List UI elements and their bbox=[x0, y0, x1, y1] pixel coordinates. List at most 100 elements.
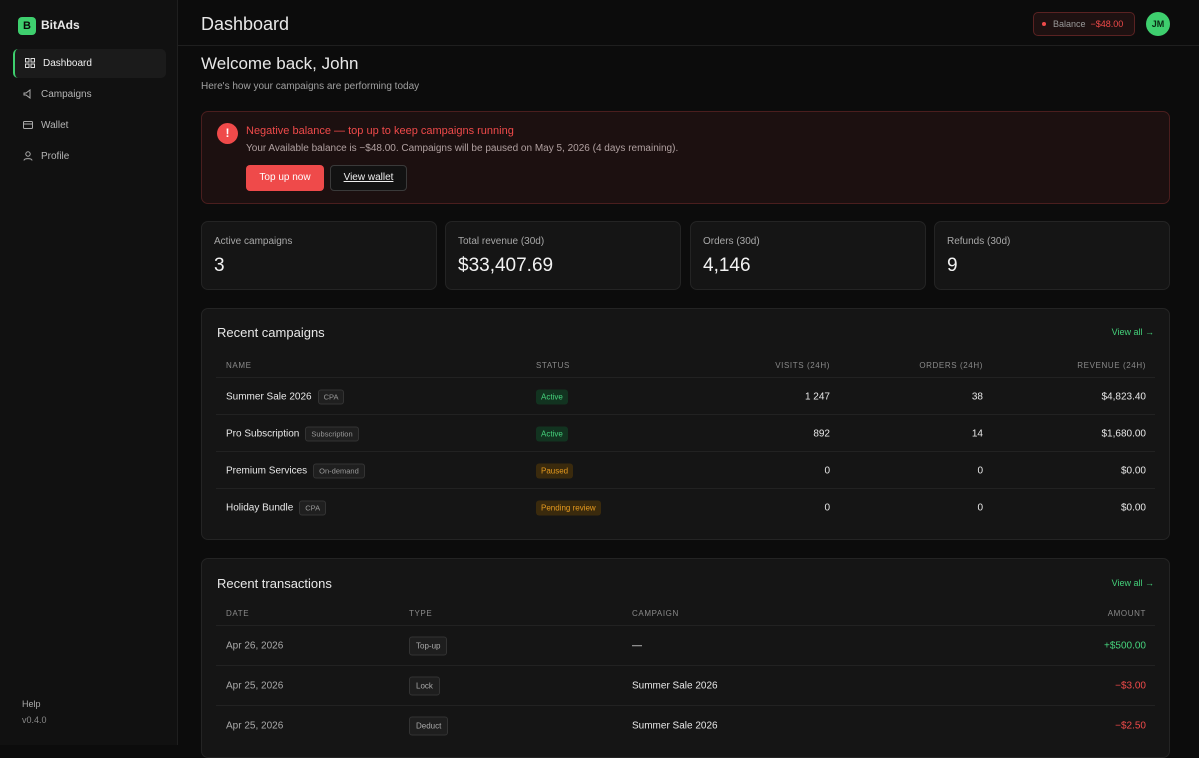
campaign-name: Premium Services bbox=[226, 465, 308, 476]
campaign-name-cell: Holiday Bundle CPA bbox=[226, 500, 327, 515]
campaign-name: Pro Subscription bbox=[226, 428, 300, 439]
campaign-row[interactable]: Premium Services On-demand Paused 0 0 $0.00 bbox=[216, 451, 1155, 489]
campaign-name: Summer Sale 2026 bbox=[226, 391, 312, 402]
column-header: CAMPAIGN bbox=[632, 609, 679, 618]
stat-value: $33,407.69 bbox=[458, 255, 554, 276]
stat-value: 4,146 bbox=[703, 255, 751, 276]
stat-label: Active campaigns bbox=[214, 236, 293, 247]
amount: −$2.50 bbox=[1115, 720, 1146, 731]
date: Apr 26, 2026 bbox=[226, 640, 284, 651]
column-header: ORDERS (24H) bbox=[919, 361, 983, 370]
welcome-title: Welcome back, John bbox=[201, 54, 359, 73]
visits: 892 bbox=[813, 428, 830, 439]
balance-pill[interactable]: Balance −$48.00 bbox=[1033, 12, 1135, 36]
nav-item[interactable]: Wallet bbox=[13, 111, 166, 140]
card-title: Recent transactions bbox=[217, 576, 332, 591]
type-badge: Deduct bbox=[409, 716, 449, 735]
revenue: $1,680.00 bbox=[1101, 428, 1147, 439]
stat-value: 3 bbox=[214, 255, 225, 276]
help-link[interactable]: Help bbox=[22, 699, 41, 709]
column-header: AMOUNT bbox=[1107, 609, 1146, 618]
top-up-button[interactable]: Top up now bbox=[246, 165, 324, 191]
amount: +$500.00 bbox=[1104, 640, 1146, 651]
transactions-card: Recent transactions View all → DATE TYPE… bbox=[201, 558, 1170, 758]
column-header: DATE bbox=[226, 609, 250, 618]
status-badge: Active bbox=[536, 426, 568, 441]
stat-label: Total revenue (30d) bbox=[458, 236, 545, 247]
amount: −$3.00 bbox=[1115, 680, 1146, 691]
status-dot bbox=[1042, 22, 1046, 26]
date: Apr 25, 2026 bbox=[226, 720, 284, 731]
welcome-subtitle: Here's how your campaigns are performing… bbox=[201, 81, 420, 92]
stat-card: Active campaigns 3 bbox=[201, 221, 437, 290]
nav-label: Wallet bbox=[41, 120, 69, 131]
nav-item[interactable]: Profile bbox=[13, 142, 166, 171]
view-wallet-button[interactable]: View wallet bbox=[330, 165, 407, 191]
campaigns-card: Recent campaigns View all → NAME STATUS … bbox=[201, 308, 1170, 540]
campaign-tag: CPA bbox=[299, 500, 327, 515]
revenue: $0.00 bbox=[1120, 502, 1146, 513]
top-bar: Dashboard Balance −$48.00 JM bbox=[178, 0, 1199, 46]
campaign: — bbox=[632, 640, 642, 651]
orders: 14 bbox=[971, 428, 983, 439]
type-badge: Top-up bbox=[409, 636, 448, 655]
campaign: Summer Sale 2026 bbox=[632, 680, 718, 691]
nav-item[interactable]: Dashboard bbox=[13, 49, 166, 78]
stat-label: Orders (30d) bbox=[703, 236, 760, 247]
nav-item[interactable]: Campaigns bbox=[13, 80, 166, 109]
brand-name: BitAds bbox=[41, 18, 80, 32]
visits: 1 247 bbox=[804, 391, 830, 402]
transaction-row: Apr 25, 2026 Deduct Summer Sale 2026 −$2.50 bbox=[216, 705, 1155, 745]
column-header: TYPE bbox=[409, 609, 433, 618]
orders: 0 bbox=[977, 465, 983, 476]
avatar[interactable]: JM bbox=[1146, 12, 1170, 36]
campaign-name-cell: Summer Sale 2026 CPA bbox=[226, 389, 345, 404]
type-badge: Lock bbox=[409, 676, 440, 695]
version: v0.4.0 bbox=[22, 715, 47, 725]
stat-label: Refunds (30d) bbox=[947, 236, 1011, 247]
campaign-tag: CPA bbox=[317, 389, 345, 404]
alert: ! Negative balance — top up to keep camp… bbox=[201, 111, 1170, 204]
card-title: Recent campaigns bbox=[217, 325, 325, 340]
balance-value: −$48.00 bbox=[1090, 19, 1124, 29]
revenue: $4,823.40 bbox=[1101, 391, 1147, 402]
alert-icon: ! bbox=[217, 123, 238, 144]
page-title: Dashboard bbox=[201, 14, 290, 34]
date: Apr 25, 2026 bbox=[226, 680, 284, 691]
view-all-link[interactable]: View all → bbox=[1111, 578, 1154, 588]
visits: 0 bbox=[824, 502, 830, 513]
view-all-link[interactable]: View all → bbox=[1111, 327, 1154, 337]
status-badge: Paused bbox=[536, 463, 574, 478]
nav-label: Dashboard bbox=[43, 58, 92, 69]
status-badge: Pending review bbox=[536, 500, 601, 515]
alert-body: Your Available balance is −$48.00. Campa… bbox=[246, 143, 679, 154]
orders: 38 bbox=[971, 391, 983, 402]
column-header: VISITS (24H) bbox=[775, 361, 830, 370]
stat-card: Total revenue (30d) $33,407.69 bbox=[445, 221, 681, 290]
campaign-tag: On-demand bbox=[313, 463, 365, 478]
column-header: NAME bbox=[226, 361, 252, 370]
transaction-row: Apr 26, 2026 Top-up — +$500.00 bbox=[216, 625, 1155, 665]
status-badge: Active bbox=[536, 389, 568, 404]
balance-label: Balance bbox=[1053, 19, 1086, 29]
stat-value: 9 bbox=[947, 255, 958, 276]
campaign-name-cell: Premium Services On-demand bbox=[226, 463, 365, 478]
orders: 0 bbox=[977, 502, 983, 513]
revenue: $0.00 bbox=[1120, 465, 1146, 476]
campaign-name: Holiday Bundle bbox=[226, 502, 294, 513]
campaign-row[interactable]: Summer Sale 2026 CPA Active 1 247 38 $4,823.4… bbox=[216, 377, 1155, 415]
campaign: Summer Sale 2026 bbox=[632, 720, 718, 731]
sidebar: B BitAds Dashboard Campaigns Wallet Prof… bbox=[0, 0, 178, 745]
campaign-row[interactable]: Pro Subscription Subscription Active 892 14 $… bbox=[216, 414, 1155, 452]
stat-card: Orders (30d) 4,146 bbox=[690, 221, 926, 290]
campaign-row[interactable]: Holiday Bundle CPA Pending review 0 0 $0.00 bbox=[216, 488, 1155, 526]
campaign-tag: Subscription bbox=[305, 426, 359, 441]
campaign-name-cell: Pro Subscription Subscription bbox=[226, 426, 359, 441]
column-header: STATUS bbox=[536, 361, 570, 370]
nav-label: Campaigns bbox=[41, 89, 92, 100]
column-header: REVENUE (24H) bbox=[1077, 361, 1146, 370]
logo: B bbox=[18, 17, 36, 35]
visits: 0 bbox=[824, 465, 830, 476]
